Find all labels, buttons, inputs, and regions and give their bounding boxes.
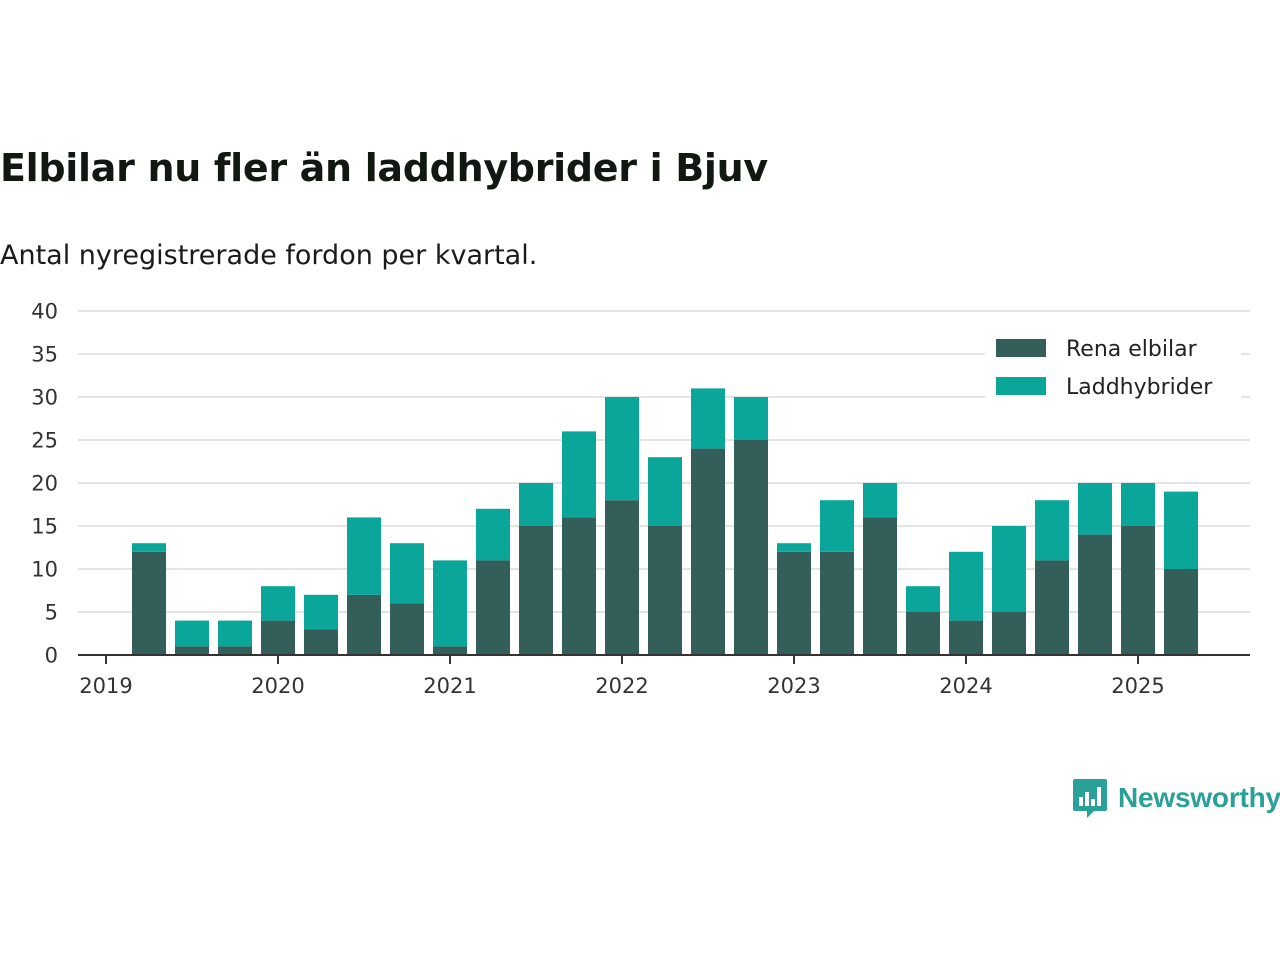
bar-segment-rena-elbilar: [261, 620, 295, 655]
bar-segment-rena-elbilar: [777, 551, 811, 655]
legend-label: Rena elbilar: [1066, 337, 1198, 362]
y-tick-label: 15: [31, 515, 58, 539]
bar-segment-laddhybrider: [1164, 491, 1198, 569]
bar-segment-rena-elbilar: [132, 551, 166, 655]
bar-segment-rena-elbilar: [1078, 534, 1112, 655]
bar-segment-rena-elbilar: [1164, 569, 1198, 655]
y-tick-label: 40: [31, 300, 58, 324]
y-tick-label: 35: [31, 343, 58, 367]
bar-segment-laddhybrider: [906, 586, 940, 612]
y-tick-label: 5: [45, 601, 58, 625]
chart-subtitle: Antal nyregistrerade fordon per kvartal.: [0, 240, 538, 271]
x-tick-label: 2020: [251, 674, 304, 698]
bar-segment-laddhybrider: [1035, 500, 1069, 561]
bar-segment-rena-elbilar: [906, 612, 940, 655]
bar-segment-laddhybrider: [734, 397, 768, 440]
bar-segment-laddhybrider: [949, 551, 983, 621]
legend: Rena elbilar Laddhybrider: [985, 326, 1241, 406]
newsworthy-chart-icon: [1073, 779, 1107, 818]
y-tick-label: 10: [31, 558, 58, 582]
bar-segment-laddhybrider: [347, 517, 381, 595]
x-tick-label: 2019: [79, 674, 132, 698]
bar-segment-laddhybrider: [863, 483, 897, 518]
chart-title: Elbilar nu fler än laddhybrider i Bjuv: [0, 146, 768, 190]
bar-segment-laddhybrider: [433, 560, 467, 647]
bar-segment-laddhybrider: [648, 457, 682, 526]
bar-segment-rena-elbilar: [304, 629, 338, 655]
bar-segment-laddhybrider: [519, 483, 553, 526]
y-tick-label: 30: [31, 386, 58, 410]
bar-segment-rena-elbilar: [605, 500, 639, 655]
bar-segment-laddhybrider: [261, 586, 295, 621]
bar-segment-laddhybrider: [1078, 483, 1112, 535]
bar-segment-rena-elbilar: [863, 517, 897, 655]
bar-segment-rena-elbilar: [1035, 560, 1069, 655]
bar-segment-laddhybrider: [691, 388, 725, 449]
bars: [132, 388, 1198, 655]
bar-segment-rena-elbilar: [648, 526, 682, 655]
legend-swatch: [996, 339, 1046, 357]
brand-name: Newsworthy: [1118, 782, 1280, 813]
bar-segment-laddhybrider: [605, 397, 639, 501]
bar-segment-laddhybrider: [1121, 483, 1155, 526]
bar-segment-laddhybrider: [218, 620, 252, 647]
bar-segment-rena-elbilar: [691, 448, 725, 655]
bar-segment-rena-elbilar: [820, 551, 854, 655]
bar-segment-laddhybrider: [132, 543, 166, 552]
bar-segment-laddhybrider: [820, 500, 854, 552]
bar-segment-rena-elbilar: [519, 526, 553, 655]
bar-segment-rena-elbilar: [390, 603, 424, 655]
bar-segment-rena-elbilar: [734, 440, 768, 655]
x-tick-label: 2023: [767, 674, 820, 698]
x-tick-label: 2022: [595, 674, 648, 698]
bar-segment-rena-elbilar: [175, 646, 209, 655]
bar-segment-rena-elbilar: [476, 560, 510, 655]
x-tick-label: 2025: [1111, 674, 1164, 698]
bar-segment-laddhybrider: [562, 431, 596, 518]
bar-segment-rena-elbilar: [562, 517, 596, 655]
x-tick-label: 2024: [939, 674, 992, 698]
legend-swatch: [996, 377, 1046, 395]
bar-segment-rena-elbilar: [949, 620, 983, 655]
y-tick-label: 20: [31, 472, 58, 496]
bar-segment-rena-elbilar: [992, 612, 1026, 655]
y-tick-label: 0: [45, 644, 58, 668]
bar-segment-laddhybrider: [476, 508, 510, 561]
bar-segment-laddhybrider: [304, 594, 338, 630]
x-tick-label: 2021: [423, 674, 476, 698]
legend-label: Laddhybrider: [1066, 375, 1213, 400]
bar-segment-rena-elbilar: [218, 646, 252, 655]
bar-segment-rena-elbilar: [347, 594, 381, 655]
y-tick-label: 25: [31, 429, 58, 453]
bar-segment-laddhybrider: [992, 526, 1026, 612]
bar-segment-rena-elbilar: [1121, 526, 1155, 655]
bar-segment-laddhybrider: [777, 543, 811, 552]
bar-segment-rena-elbilar: [433, 646, 467, 655]
newsworthy-logo: Newsworthy: [1072, 776, 1280, 820]
bar-segment-laddhybrider: [175, 620, 209, 647]
bar-segment-laddhybrider: [390, 543, 424, 604]
